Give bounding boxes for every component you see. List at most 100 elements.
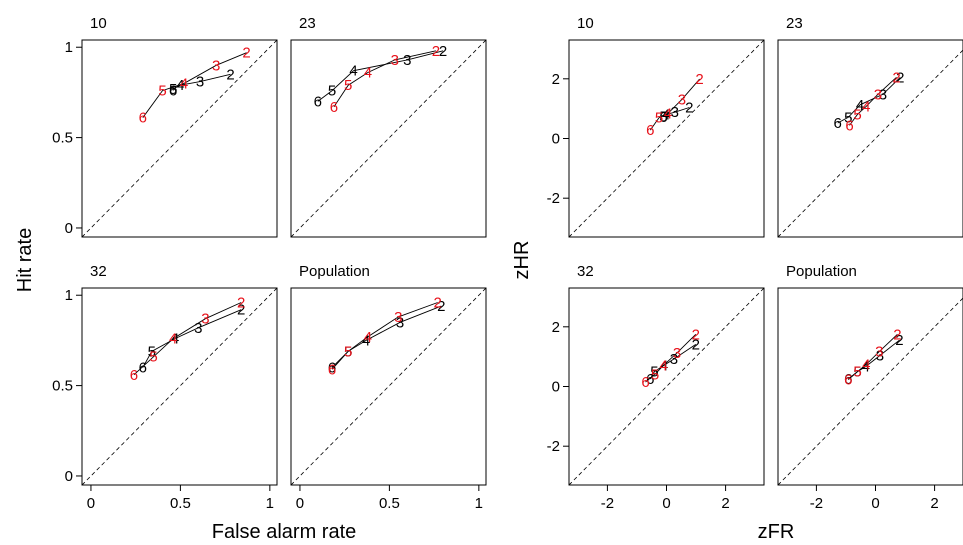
data-point-label: 6: [330, 99, 338, 116]
y-tick-label: -2: [547, 438, 560, 455]
data-point-label: 2: [432, 43, 440, 60]
data-point-label: 3: [673, 345, 681, 362]
data-point-label: 6: [169, 83, 177, 100]
data-point-label: 6: [130, 367, 138, 384]
data-point-label: 3: [874, 86, 882, 103]
data-point-label: 6: [139, 360, 147, 377]
data-point-label: 3: [875, 344, 883, 361]
y-tick-label: 0: [552, 379, 560, 396]
data-point-label: 4: [862, 359, 870, 376]
data-point-label: 2: [692, 336, 700, 353]
series-connector: [142, 309, 242, 368]
roc-y-axis-title: Hit rate: [14, 228, 36, 292]
data-point-label: 6: [834, 115, 842, 132]
roc-x-axis-title: False alarm rate: [212, 521, 357, 543]
chance-diagonal: [291, 40, 486, 237]
data-point-label: 2: [692, 326, 700, 343]
data-point-label: 2: [437, 298, 445, 315]
data-point-label: 5: [148, 343, 156, 360]
x-tick-label: -2: [601, 495, 614, 512]
plot-frame: [81, 39, 278, 238]
y-tick-label: 0.5: [52, 378, 73, 395]
data-point-label: 2: [892, 69, 900, 86]
x-tick-label: 0.5: [170, 495, 191, 512]
x-tick-label: 0: [87, 495, 95, 512]
data-point-label: 4: [862, 356, 870, 373]
data-point-label: 2: [439, 43, 447, 60]
panel-title: 32: [577, 263, 594, 280]
data-point-label: 4: [362, 332, 370, 349]
data-point-label: 6: [646, 122, 654, 139]
data-point-label: 2: [685, 100, 693, 117]
plot-frame: [290, 287, 487, 486]
data-point-label: 5: [344, 77, 352, 94]
data-point-label: 6: [314, 93, 322, 110]
plot-frame: [777, 39, 963, 238]
data-point-label: 4: [180, 75, 188, 92]
data-point-label: 6: [845, 117, 853, 134]
data-point-label: 4: [169, 331, 177, 348]
data-point-label: 6: [641, 374, 649, 391]
panel-title: 23: [299, 15, 316, 32]
x-tick-label: 0: [296, 495, 304, 512]
data-point-label: 4: [856, 97, 864, 114]
data-point-label: 4: [171, 331, 179, 348]
data-point-label: 5: [650, 364, 658, 381]
series-connector: [649, 78, 700, 131]
x-tick-label: -2: [810, 495, 823, 512]
data-point-label: 5: [651, 366, 659, 383]
y-tick-label: 0.5: [52, 130, 73, 147]
panel-title: 32: [90, 263, 107, 280]
data-point-label: 4: [862, 98, 870, 115]
data-point-label: 6: [328, 361, 336, 378]
data-point-label: 5: [844, 109, 852, 126]
series-connector: [849, 76, 897, 126]
data-point-label: 6: [646, 371, 654, 388]
data-point-label: 4: [364, 329, 372, 346]
x-tick-label: 0.5: [379, 495, 400, 512]
y-tick-label: 0: [65, 468, 73, 485]
panel-title: 10: [90, 15, 107, 32]
series-connector: [317, 50, 444, 102]
data-point-label: 6: [844, 372, 852, 389]
x-tick-label: 1: [266, 495, 274, 512]
data-point-label: 3: [876, 348, 884, 365]
data-point-label: 6: [659, 109, 667, 126]
series-connector: [333, 50, 436, 108]
data-point-label: 3: [396, 314, 404, 331]
plot-frame: [568, 287, 765, 486]
data-point-label: 4: [660, 357, 668, 374]
data-point-label: 3: [879, 86, 887, 103]
y-tick-label: 0: [65, 220, 73, 237]
data-point-label: 4: [659, 357, 667, 374]
x-tick-label: 0: [871, 495, 879, 512]
data-point-label: 6: [139, 110, 147, 127]
data-point-label: 4: [176, 77, 184, 94]
x-tick-label: 1: [475, 495, 483, 512]
panel-title: 10: [577, 15, 594, 32]
data-point-label: 2: [893, 326, 901, 343]
plot-frame: [290, 39, 487, 238]
data-point-label: 5: [158, 83, 166, 100]
data-point-label: 3: [196, 74, 204, 91]
data-point-label: 5: [169, 81, 177, 98]
series-connector: [172, 73, 231, 91]
data-point-label: 2: [237, 302, 245, 319]
y-tick-label: -2: [547, 190, 560, 207]
panel-title: Population: [786, 263, 857, 280]
data-point-label: 3: [394, 309, 402, 326]
data-point-label: 3: [670, 351, 678, 368]
